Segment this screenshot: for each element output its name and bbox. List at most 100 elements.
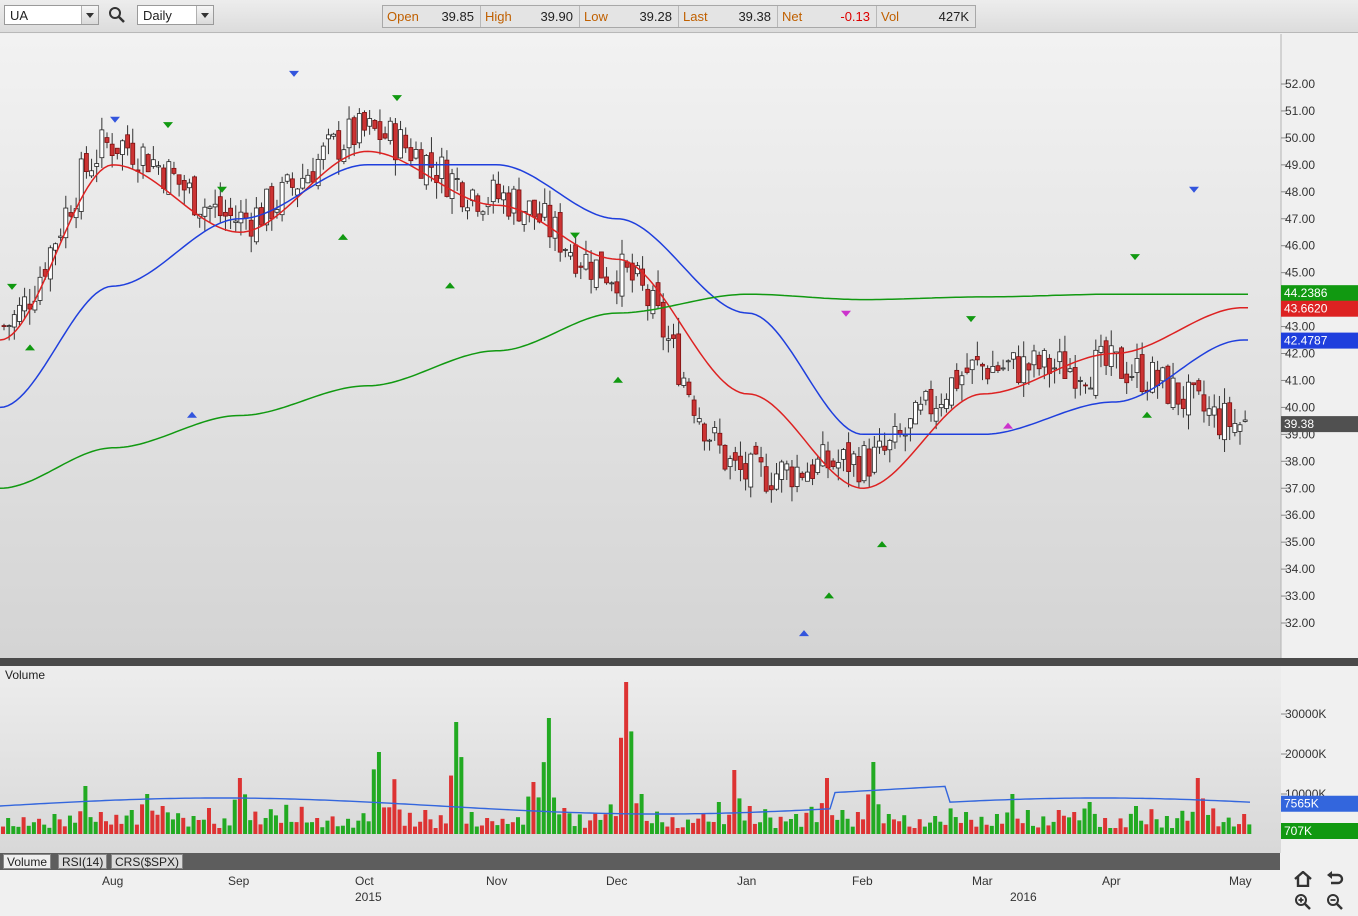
candle-body — [217, 196, 223, 217]
symbol-dropdown-chevron-icon[interactable] — [81, 6, 98, 24]
volume-bar — [619, 737, 623, 834]
chart-area[interactable]: 52.00 51.00 50.00 49.00 48.00 47.00 46.00 45.00… — [0, 34, 1358, 854]
candle-body — [835, 462, 841, 469]
candle-body — [1047, 357, 1052, 374]
candle-body — [1201, 394, 1207, 412]
candle-body — [63, 207, 69, 239]
candle-body — [552, 216, 558, 239]
volume-bar — [78, 811, 83, 834]
undo-icon[interactable] — [1326, 871, 1344, 892]
candle-body — [1139, 354, 1145, 392]
candle-body — [1026, 363, 1032, 371]
tab-volume[interactable]: Volume — [3, 854, 52, 869]
volume-bar — [742, 820, 747, 834]
volume-bar — [129, 810, 134, 834]
candle-body — [449, 173, 455, 199]
price-tick-label: 50.00 — [1285, 131, 1315, 145]
volume-bar — [392, 779, 397, 834]
zoom-out-icon[interactable] — [1326, 893, 1344, 916]
price-chart-svg[interactable]: 52.00 51.00 50.00 49.00 48.00 47.00 46.00 45.00… — [0, 34, 1358, 854]
symbol-input[interactable]: UA — [4, 5, 99, 25]
volume-bar — [778, 816, 783, 834]
candle-body — [413, 149, 419, 159]
volume-bar — [670, 817, 675, 834]
tab-rsi[interactable]: RSI(14) — [58, 854, 108, 869]
volume-bar — [201, 819, 206, 834]
volume-bar — [454, 722, 459, 834]
volume-bar — [119, 823, 124, 834]
volume-bar — [835, 819, 840, 834]
candle-body — [1196, 380, 1202, 392]
panel-divider[interactable] — [0, 658, 1358, 666]
candle-body — [1052, 367, 1057, 370]
volume-bar — [1242, 814, 1247, 834]
volume-bar — [1046, 825, 1051, 834]
candle-body — [253, 207, 259, 243]
volume-bar — [701, 813, 706, 834]
net-value: -0.13 — [840, 9, 870, 24]
period-select[interactable]: Daily — [137, 5, 214, 25]
period-dropdown-chevron-icon[interactable] — [196, 6, 213, 24]
volume-bar — [665, 826, 670, 834]
candle-body — [521, 211, 527, 225]
candle-body — [980, 363, 985, 367]
volume-bar — [855, 812, 860, 834]
volume-bar — [165, 812, 170, 834]
price-badge — [1281, 285, 1358, 302]
search-icon[interactable] — [108, 6, 126, 24]
home-icon[interactable] — [1294, 870, 1312, 892]
volume-bar — [1087, 802, 1092, 834]
volume-bar — [6, 818, 11, 834]
volume-bar — [1015, 818, 1020, 834]
candle-body — [660, 301, 666, 338]
zoom-in-icon[interactable] — [1294, 893, 1312, 916]
volume-bar — [340, 825, 345, 834]
tab-crs[interactable]: CRS($SPX) — [111, 854, 184, 869]
candle-body — [959, 375, 965, 386]
volume-bar — [1061, 815, 1066, 834]
x-label-may: May — [1229, 874, 1252, 888]
volume-bar — [876, 804, 881, 834]
candle-body — [902, 434, 908, 437]
volume-bar — [93, 821, 98, 834]
price-tick-label: 46.00 — [1285, 239, 1315, 253]
volume-bar — [891, 819, 896, 834]
swing-marker — [1189, 186, 1199, 193]
candle-body — [702, 423, 707, 442]
volume-bar — [582, 827, 587, 834]
volume-bar — [706, 821, 711, 834]
volume-bar — [629, 731, 634, 834]
candle-body — [779, 461, 785, 480]
symbol-value: UA — [10, 8, 29, 23]
volume-bar — [145, 794, 150, 834]
candle-body — [964, 367, 970, 373]
candle-body — [537, 213, 542, 223]
candle-body — [351, 117, 357, 146]
volume-bar — [660, 822, 665, 834]
price-badge-label: 39.38 — [1284, 417, 1314, 431]
candle-body — [511, 188, 517, 214]
candle-body — [320, 145, 326, 160]
candle-body — [1155, 369, 1160, 387]
candle-body — [671, 334, 676, 339]
net-label: Net — [782, 9, 803, 24]
candle-body — [1170, 377, 1176, 408]
volume-bar — [850, 826, 855, 834]
volume-bar — [366, 821, 371, 834]
candle-body — [599, 251, 604, 279]
volume-bar — [1247, 824, 1252, 834]
price-tick-label: 51.00 — [1285, 104, 1315, 118]
candle-body — [696, 418, 702, 423]
volume-bar — [1154, 819, 1159, 834]
volume-bar — [237, 778, 242, 834]
low-label: Low — [584, 9, 608, 24]
volume-bar — [304, 822, 309, 834]
candle-body — [1242, 419, 1248, 422]
indicator-tab-bar: Volume RSI(14) CRS($SPX) — [0, 853, 1280, 870]
volume-bar — [871, 762, 876, 834]
volume-bar — [258, 824, 263, 834]
candle-body — [6, 325, 12, 327]
candle-body — [387, 120, 393, 141]
candle-body — [516, 189, 522, 222]
volume-bar — [788, 818, 793, 834]
